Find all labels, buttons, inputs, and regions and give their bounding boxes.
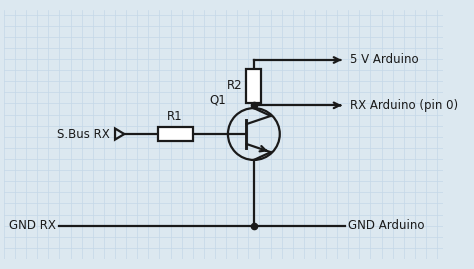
Text: S.Bus RX: S.Bus RX <box>57 128 109 140</box>
Bar <box>246 69 261 102</box>
Text: R1: R1 <box>167 110 183 123</box>
Text: GND RX: GND RX <box>9 219 56 232</box>
Text: R2: R2 <box>227 79 243 93</box>
Text: RX Arduino (pin 0): RX Arduino (pin 0) <box>350 99 458 112</box>
Text: Q1: Q1 <box>210 93 226 106</box>
Text: GND Arduino: GND Arduino <box>348 219 425 232</box>
Text: 5 V Arduino: 5 V Arduino <box>350 54 419 66</box>
Bar <box>157 127 193 141</box>
